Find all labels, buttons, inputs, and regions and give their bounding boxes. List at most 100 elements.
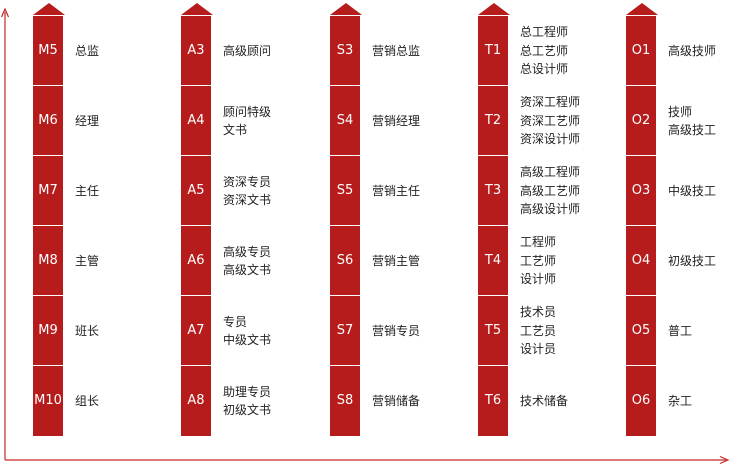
level-titles: 高级技师 xyxy=(668,16,731,86)
level-code: T5 xyxy=(478,296,508,366)
level-code: O3 xyxy=(626,156,656,226)
level-title: 资深文书 xyxy=(223,193,272,207)
level-title: 工程师 xyxy=(520,235,557,250)
level-titles: 杂工 xyxy=(668,366,731,436)
level-title: 工艺师 xyxy=(520,253,557,268)
level-code: M7 xyxy=(33,156,63,226)
level-row: S3 营销总监 xyxy=(330,16,630,86)
level-row: O1 高级技师 xyxy=(626,16,731,86)
level-title: 高级工艺师 xyxy=(520,183,581,198)
level-row: S6 营销主管 xyxy=(330,226,630,296)
level-titles: 助理专员 初级文书 xyxy=(223,366,333,436)
y-axis-arrow-icon xyxy=(0,7,10,18)
track-arrow-icon xyxy=(33,3,65,15)
level-title: 高级顾问 xyxy=(223,43,272,58)
level-row: S4 营销经理 xyxy=(330,86,630,156)
level-row: M5 总监 xyxy=(33,16,333,86)
level-title: 总设计师 xyxy=(520,62,569,77)
track-o: O1 高级技师 O2 技师 高级技工 O3 中级技工 O4 初级技工 O5 普工 O6 杂工 xyxy=(626,3,731,438)
level-code: O1 xyxy=(626,16,656,86)
level-row: O2 技师 高级技工 xyxy=(626,86,731,156)
level-code: T2 xyxy=(478,86,508,156)
level-row: T3 高级工程师 高级工艺师 高级设计师 xyxy=(478,156,731,226)
level-titles: 主管 xyxy=(75,226,185,296)
track-arrow-icon xyxy=(181,3,213,15)
track-rows: O1 高级技师 O2 技师 高级技工 O3 中级技工 O4 初级技工 O5 普工 O6 杂工 xyxy=(626,16,731,436)
level-row: M9 班长 xyxy=(33,296,333,366)
level-title: 总工艺师 xyxy=(520,43,569,58)
level-title: 技术储备 xyxy=(520,393,569,408)
level-code: O6 xyxy=(626,366,656,436)
level-titles: 营销经理 xyxy=(372,86,482,156)
track-rows: S3 营销总监 S4 营销经理 S5 营销主任 S6 营销主管 S7 营销专员 S8 营销储备 xyxy=(330,16,630,436)
level-code: O5 xyxy=(626,296,656,366)
level-row: T6 技术储备 xyxy=(478,366,731,436)
level-code: A4 xyxy=(181,86,211,156)
level-row: O4 初级技工 xyxy=(626,226,731,296)
level-titles: 普工 xyxy=(668,296,731,366)
level-title: 高级文书 xyxy=(223,263,272,277)
level-titles: 营销总监 xyxy=(372,16,482,86)
level-title: 营销专员 xyxy=(372,323,421,338)
level-code: S6 xyxy=(330,226,360,296)
level-row: T2 资深工程师 资深工艺师 资深设计师 xyxy=(478,86,731,156)
level-titles: 营销储备 xyxy=(372,366,482,436)
level-title: 经理 xyxy=(75,113,100,128)
level-code: A3 xyxy=(181,16,211,86)
level-code: M10 xyxy=(33,366,63,436)
level-row: S8 营销储备 xyxy=(330,366,630,436)
level-titles: 营销主管 xyxy=(372,226,482,296)
level-titles: 资深工程师 资深工艺师 资深设计师 xyxy=(520,86,630,156)
level-code: T6 xyxy=(478,366,508,436)
track-t: T1 总工程师 总工艺师 总设计师 T2 资深工程师 资深工艺师 资深设计师 T3 高级工程师 高级… xyxy=(478,3,731,438)
level-title: 专员 xyxy=(223,314,248,329)
level-row: S5 营销主任 xyxy=(330,156,630,226)
level-title: 组长 xyxy=(75,393,100,408)
level-row: A6 高级专员 高级文书 xyxy=(181,226,481,296)
level-row: M8 主管 xyxy=(33,226,333,296)
level-title: 主管 xyxy=(75,253,100,268)
level-titles: 顾问特级 文书 xyxy=(223,86,333,156)
level-title: 设计员 xyxy=(520,342,557,357)
level-code: M6 xyxy=(33,86,63,156)
level-row: O5 普工 xyxy=(626,296,731,366)
track-arrow-icon xyxy=(330,3,362,15)
level-title: 技师 xyxy=(668,104,693,119)
level-titles: 组长 xyxy=(75,366,185,436)
level-title: 中级技工 xyxy=(668,183,717,198)
track-rows: M5 总监 M6 经理 M7 主任 M8 主管 M9 班长 M10 组长 xyxy=(33,16,333,436)
level-code: A6 xyxy=(181,226,211,296)
level-titles: 主任 xyxy=(75,156,185,226)
level-title: 营销总监 xyxy=(372,43,421,58)
level-titles: 工程师 工艺师 设计师 xyxy=(520,226,630,296)
level-row: T4 工程师 工艺师 设计师 xyxy=(478,226,731,296)
level-title: 总监 xyxy=(75,43,100,58)
track-arrow-icon xyxy=(626,3,658,15)
level-titles: 技术储备 xyxy=(520,366,630,436)
level-title: 高级设计师 xyxy=(520,202,581,217)
level-row: M10 组长 xyxy=(33,366,333,436)
level-code: M9 xyxy=(33,296,63,366)
level-title: 资深设计师 xyxy=(520,132,581,147)
track-a: A3 高级顾问 A4 顾问特级 文书 A5 资深专员 资深文书 A6 高级专员 高级文书 A7 专员 中级… xyxy=(181,3,481,438)
level-titles: 总工程师 总工艺师 总设计师 xyxy=(520,16,630,86)
level-row: S7 营销专员 xyxy=(330,296,630,366)
level-row: T5 技术员 工艺员 设计员 xyxy=(478,296,731,366)
level-code: A8 xyxy=(181,366,211,436)
level-title: 营销储备 xyxy=(372,393,421,408)
level-code: T1 xyxy=(478,16,508,86)
level-code: A7 xyxy=(181,296,211,366)
level-title: 高级工程师 xyxy=(520,165,581,180)
level-code: T4 xyxy=(478,226,508,296)
level-title: 高级技师 xyxy=(668,43,717,58)
level-titles: 技师 高级技工 xyxy=(668,86,731,156)
level-title: 设计师 xyxy=(520,272,557,287)
level-code: O2 xyxy=(626,86,656,156)
level-row: M7 主任 xyxy=(33,156,333,226)
level-title: 杂工 xyxy=(668,393,693,408)
track-arrow-icon xyxy=(478,3,510,15)
level-title: 资深工艺师 xyxy=(520,113,581,128)
level-row: A3 高级顾问 xyxy=(181,16,481,86)
level-code: M8 xyxy=(33,226,63,296)
